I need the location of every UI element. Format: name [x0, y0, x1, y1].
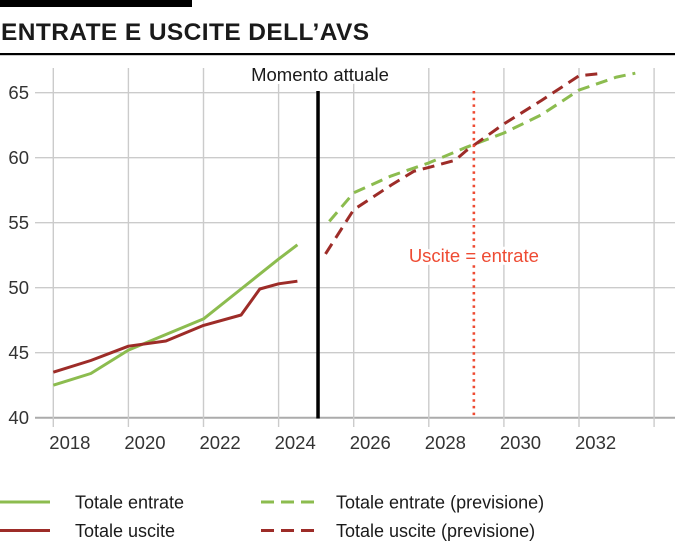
- x-tick-label: 2032: [575, 432, 616, 453]
- y-tick-label: 65: [8, 82, 29, 103]
- y-tick-label: 45: [8, 342, 29, 363]
- legend-label-entrate-previsione: Totale entrate (previsione): [336, 493, 544, 513]
- y-tick-label: 60: [8, 147, 29, 168]
- series-line-totale-uscite: [52, 279, 298, 374]
- y-tick-label: 50: [8, 277, 29, 298]
- series-line-totale-uscite-previsione-: [324, 72, 598, 255]
- page-title: ENTRATE E USCITE DELL’AVS: [1, 19, 369, 46]
- x-tick-label: 2022: [200, 432, 241, 453]
- legend: Totale entrate Totale uscite Totale entr…: [0, 493, 544, 541]
- header-top-bar: [0, 0, 192, 7]
- x-tick-label: 2028: [425, 432, 466, 453]
- legend-label-entrate: Totale entrate: [75, 493, 184, 513]
- legend-label-uscite-previsione: Totale uscite (previsione): [336, 521, 535, 541]
- break-even-label: Uscite = entrate: [409, 245, 539, 266]
- x-tick-label: 2030: [500, 432, 541, 453]
- x-tick-label: 2024: [275, 432, 316, 453]
- x-tick-label: 2020: [124, 432, 165, 453]
- series-line-totale-entrate-previsione-: [328, 71, 636, 223]
- legend-label-uscite: Totale uscite: [75, 521, 175, 541]
- y-tick-label: 55: [8, 212, 29, 233]
- y-axis-labels: 40 45 50 55 60 65: [8, 82, 29, 428]
- title-divider: [0, 53, 675, 56]
- series-line-totale-entrate: [52, 243, 299, 387]
- gridlines: [35, 68, 675, 427]
- data-series: [52, 71, 636, 387]
- momento-attuale-label: Momento attuale: [251, 64, 389, 85]
- x-tick-label: 2018: [49, 432, 90, 453]
- x-axis-labels: 2018 2020 2022 2024 2026 2028 2030 2032: [49, 432, 616, 453]
- x-tick-label: 2026: [350, 432, 391, 453]
- y-tick-label: 40: [8, 407, 29, 428]
